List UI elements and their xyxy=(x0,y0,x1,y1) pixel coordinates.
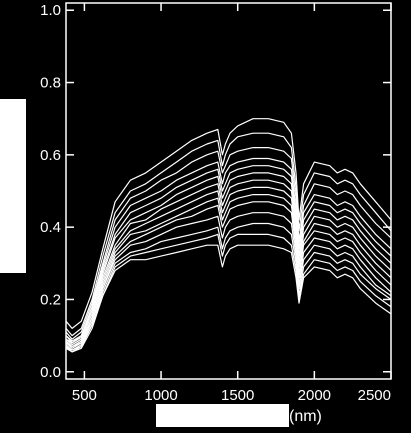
series-line-7 xyxy=(65,179,392,346)
y-tick-label: 0.6 xyxy=(40,147,61,164)
y-tick-label: 0.8 xyxy=(40,75,61,92)
series-line-10 xyxy=(65,201,392,349)
x-tick-label: 2000 xyxy=(298,387,331,404)
series-line-5 xyxy=(65,165,392,344)
series-line-8 xyxy=(65,186,392,348)
x-tick-label: 1000 xyxy=(144,387,177,404)
series-line-1 xyxy=(65,118,392,329)
series-line-4 xyxy=(65,157,392,342)
x-tick-label: 2500 xyxy=(358,387,391,404)
series-line-11 xyxy=(65,212,392,351)
series-line-6 xyxy=(65,172,392,344)
x-axis-label: (nm) xyxy=(289,408,322,425)
y-tick-label: 1.0 xyxy=(40,2,61,19)
series-line-14 xyxy=(65,244,392,353)
series-line-12 xyxy=(65,222,392,351)
x-axis-title-occluder xyxy=(156,404,289,427)
y-tick-label: 0.0 xyxy=(40,364,61,381)
series-line-9 xyxy=(65,194,392,348)
series-line-13 xyxy=(65,233,392,353)
plot-frame xyxy=(65,2,392,380)
x-tick-label: 500 xyxy=(72,387,97,404)
y-tick-label: 0.4 xyxy=(40,219,61,236)
x-tick-label: 1500 xyxy=(221,387,254,404)
axes-group: 0.0 0.2 0.4 0.6 0.8 1.0 500 1000 1500 2000 2500 xyxy=(40,2,392,404)
series-line-2 xyxy=(65,132,392,337)
y-tick-label: 0.2 xyxy=(40,291,61,308)
series-group xyxy=(65,118,392,353)
series-line-3 xyxy=(65,147,392,340)
y-axis-title-occluder xyxy=(0,99,26,273)
